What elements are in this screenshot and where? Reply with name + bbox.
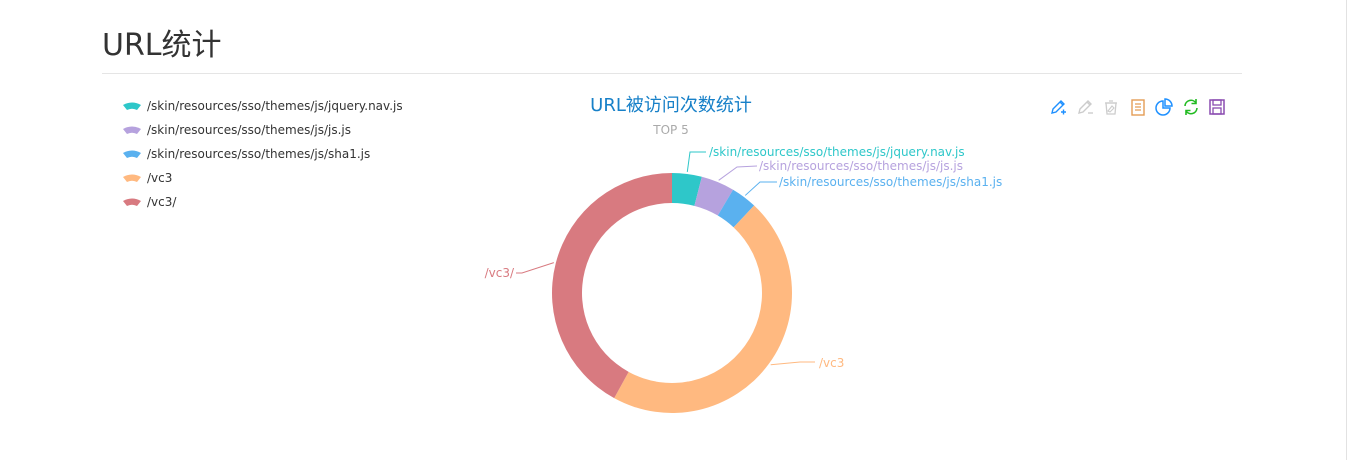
pie-slice[interactable] (717, 189, 755, 228)
slice-label-line (744, 181, 777, 196)
legend-item[interactable]: /vc3/ (122, 190, 403, 214)
pie-slice[interactable] (672, 173, 702, 206)
data-view-button[interactable] (1127, 96, 1149, 118)
chart-legend: /skin/resources/sso/themes/js/jquery.nav… (122, 94, 403, 214)
slice-label-line (516, 262, 554, 274)
page-title: URL统计 (102, 28, 222, 63)
legend-swatch-icon (123, 102, 141, 110)
pie-slice[interactable] (694, 176, 734, 216)
slice-label: /skin/resources/sso/themes/js/sha1.js (779, 175, 1002, 189)
chart-toolbox (1047, 96, 1233, 118)
mark-clear-button[interactable] (1100, 96, 1122, 118)
legend-swatch-icon (123, 198, 141, 206)
pie-slice[interactable] (614, 205, 793, 414)
legend-label: /skin/resources/sso/themes/js/js.js (147, 123, 351, 137)
pie-restore-button[interactable] (1153, 96, 1175, 118)
mark-clear-icon (1105, 100, 1117, 115)
legend-label: /skin/resources/sso/themes/js/jquery.nav… (147, 99, 403, 113)
pie-restore-icon (1155, 98, 1173, 116)
legend-swatch-icon (123, 150, 141, 158)
mark-button[interactable] (1047, 96, 1069, 118)
legend-label: /vc3/ (147, 195, 177, 209)
refresh-button[interactable] (1180, 96, 1202, 118)
save-image-button[interactable] (1206, 96, 1228, 118)
slice-label: /vc3 (819, 356, 844, 370)
legend-swatch-icon (123, 174, 141, 182)
refresh-icon (1183, 99, 1198, 115)
pie-slice[interactable] (551, 173, 672, 399)
legend-swatch-icon (123, 126, 141, 134)
legend-item[interactable]: /skin/resources/sso/themes/js/js.js (122, 118, 403, 142)
mark-icon (1051, 100, 1066, 115)
slice-label-line (686, 151, 706, 173)
legend-item[interactable]: /skin/resources/sso/themes/js/sha1.js (122, 142, 403, 166)
slice-label: /skin/resources/sso/themes/js/jquery.nav… (709, 145, 965, 159)
slice-label-line (718, 165, 758, 181)
slice-label: /vc3/ (485, 266, 515, 280)
title-divider (102, 73, 1242, 74)
slice-label: /skin/resources/sso/themes/js/js.js (759, 159, 963, 173)
page-scrollbar-edge[interactable] (1346, 0, 1347, 460)
chart-subtitle: TOP 5 (653, 123, 689, 137)
legend-item[interactable]: /vc3 (122, 166, 403, 190)
save-image-icon (1209, 99, 1225, 115)
mark-undo-icon (1077, 100, 1093, 114)
legend-label: /vc3 (147, 171, 173, 185)
mark-undo-button[interactable] (1074, 96, 1096, 118)
legend-item[interactable]: /skin/resources/sso/themes/js/jquery.nav… (122, 94, 403, 118)
legend-label: /skin/resources/sso/themes/js/sha1.js (147, 147, 371, 161)
data-view-icon (1130, 99, 1145, 116)
slice-label-line (770, 361, 815, 366)
chart-title: URL被访问次数统计 (590, 95, 752, 116)
